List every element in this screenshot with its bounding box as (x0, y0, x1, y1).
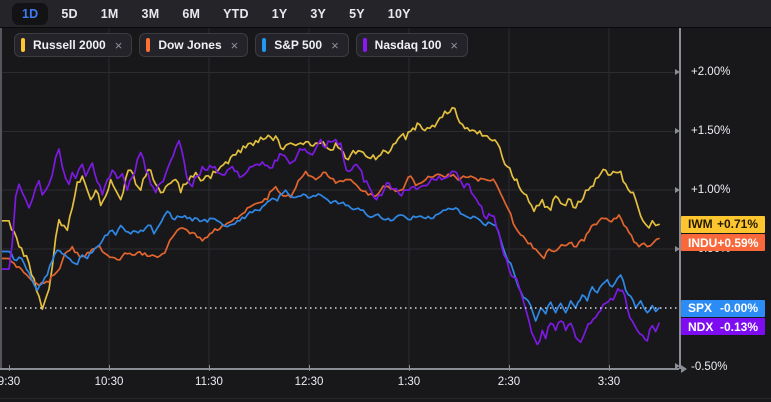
timeframe-button-1d[interactable]: 1D (12, 2, 49, 25)
price-label-change: -0.00% (719, 301, 758, 315)
legend-chip-label: S&P 500 (274, 38, 323, 52)
legend-chip-dow-jones[interactable]: Dow Jones × (139, 33, 249, 57)
bottom-divider (0, 398, 771, 399)
timeframe-button-1y[interactable]: 1Y (271, 6, 288, 21)
y-axis-tick-arrow-icon (675, 245, 680, 252)
timeframe-button-1m[interactable]: 1M (100, 6, 119, 21)
x-axis-label: 11:30 (195, 376, 223, 388)
x-axis-label: 1:30 (397, 376, 421, 388)
close-icon[interactable]: × (114, 37, 123, 53)
price-label-symbol: NDX (688, 319, 714, 334)
legend-chip-label: Dow Jones (158, 38, 222, 52)
x-axis-label: 12:30 (294, 376, 324, 388)
price-label-symbol: IWM (688, 217, 713, 232)
price-label-symbol: SPX (688, 301, 713, 315)
y-axis-label: -0.50% (691, 360, 728, 373)
legend-chip-s-p-500[interactable]: S&P 500 × (255, 33, 349, 57)
chart-plot-area[interactable] (0, 28, 679, 369)
x-axis-label: 9:30 (0, 376, 21, 388)
y-axis-label: +1.00% (691, 184, 731, 197)
price-label-indu[interactable]: INDU +0.59% (681, 234, 765, 252)
axis-corner-arrow-icon (681, 364, 687, 373)
series-line-iwm[interactable] (0, 106, 660, 311)
x-axis-label: 10:30 (94, 376, 124, 388)
legend-chip-label: Russell 2000 (33, 38, 106, 52)
price-label-iwm[interactable]: IWM +0.71% (681, 215, 765, 233)
x-axis-label: 3:30 (597, 376, 621, 388)
timeframe-button-5y[interactable]: 5Y (349, 6, 365, 21)
series-color-bar (146, 38, 151, 52)
plot-left-border (0, 28, 2, 369)
x-axis-line (0, 367, 679, 370)
y-axis-tick-arrow-icon (675, 186, 680, 193)
price-label-change: +0.71% (716, 217, 758, 232)
legend-chip-russell-2000[interactable]: Russell 2000 × (14, 33, 133, 57)
price-label-change: -0.13% (719, 319, 758, 334)
price-label-change: +0.59% (717, 235, 759, 250)
price-label-symbol: INDU (688, 235, 718, 250)
series-color-bar (262, 38, 267, 52)
price-label-spx[interactable]: SPX -0.00% (681, 299, 765, 317)
y-axis-tick-arrow-icon (675, 68, 680, 75)
timeframe-button-3y[interactable]: 3Y (310, 6, 327, 21)
price-label-ndx[interactable]: NDX -0.13% (681, 318, 765, 335)
timeframe-button-10y[interactable]: 10Y (387, 6, 411, 21)
series-color-bar (362, 38, 367, 52)
series-line-indu[interactable] (0, 170, 660, 287)
series-color-bar (21, 38, 25, 52)
timeframe-button-ytd[interactable]: YTD (223, 6, 249, 21)
timeframe-toolbar: 1D 5D 1M 3M 6M YTD 1Y 3Y 5Y 10Y (0, 0, 771, 28)
timeframe-button-5d[interactable]: 5D (61, 6, 78, 21)
y-axis-label: +2.00% (691, 66, 731, 79)
y-axis-tick-arrow-icon (675, 127, 680, 134)
legend-chip-nasdaq-100[interactable]: Nasdaq 100 × (355, 33, 468, 57)
y-axis-label: +1.50% (691, 125, 731, 138)
symbol-legend: Russell 2000 × Dow Jones × S&P 500 × Nasdaq 10… (14, 33, 468, 57)
y-axis-tick-arrow-icon (675, 363, 680, 370)
close-icon[interactable]: × (450, 37, 458, 53)
timeframe-button-3m[interactable]: 3M (141, 6, 160, 21)
legend-chip-label: Nasdaq 100 (374, 38, 442, 52)
close-icon[interactable]: × (331, 37, 339, 53)
series-line-ndx[interactable] (0, 138, 660, 346)
close-icon[interactable]: × (230, 37, 239, 53)
series-line-spx[interactable] (0, 189, 660, 322)
y-axis-scale[interactable] (679, 28, 681, 369)
timeframe-button-6m[interactable]: 6M (182, 6, 201, 21)
x-axis-label: 2:30 (497, 376, 521, 388)
